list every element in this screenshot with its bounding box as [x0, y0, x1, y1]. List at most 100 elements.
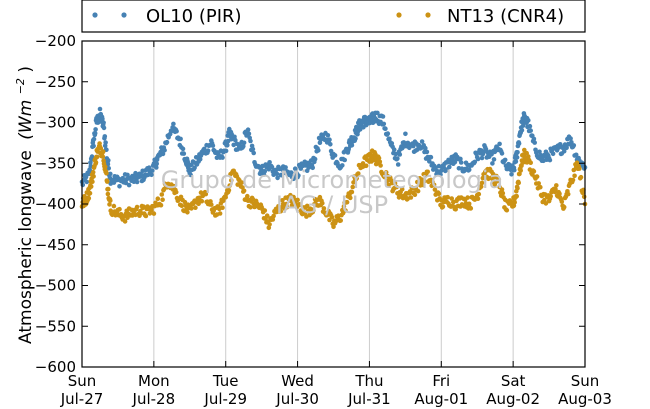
data-point: [376, 155, 382, 161]
x-tick-label-day: Tue: [212, 372, 239, 390]
data-point: [117, 206, 122, 212]
data-point: [87, 190, 93, 196]
data-point: [561, 204, 567, 210]
data-point: [274, 171, 280, 176]
data-point: [514, 155, 520, 160]
data-point: [420, 182, 426, 188]
data-point: [445, 194, 451, 200]
data-point: [181, 151, 187, 156]
data-point: [104, 171, 109, 176]
data-point: [275, 175, 280, 181]
data-point: [452, 159, 458, 165]
data-point: [353, 136, 358, 141]
data-point: [159, 192, 165, 197]
data-point: [504, 207, 510, 213]
data-point: [411, 143, 416, 149]
data-point: [570, 177, 576, 183]
data-point: [478, 184, 484, 189]
data-point: [453, 207, 459, 212]
x-tick-label-date: Jul-28: [132, 390, 176, 408]
data-point: [100, 149, 106, 154]
data-point: [100, 116, 105, 122]
data-point: [143, 213, 149, 219]
data-point: [304, 203, 310, 209]
data-point: [380, 114, 386, 119]
data-point: [248, 205, 253, 210]
x-tick-label-day: Sun: [571, 372, 600, 390]
data-point: [98, 146, 104, 151]
data-point: [310, 165, 316, 171]
data-point: [289, 202, 295, 208]
x-tick-label-day: Sat: [501, 372, 526, 390]
data-point: [512, 167, 517, 173]
data-point: [106, 186, 111, 192]
data-point: [573, 152, 579, 158]
data-point: [328, 148, 334, 154]
data-point: [134, 179, 140, 185]
legend-label-nt13: NT13 (CNR4): [447, 6, 564, 27]
data-point: [180, 146, 186, 152]
data-points: [79, 106, 588, 231]
legend-marker-nt13: [396, 12, 402, 18]
series-ol10: [79, 106, 588, 189]
data-point: [526, 154, 531, 159]
data-point: [378, 163, 383, 168]
data-point: [341, 204, 347, 209]
data-point: [408, 195, 414, 200]
data-point: [192, 165, 197, 170]
data-point: [532, 140, 537, 145]
data-point: [475, 156, 481, 162]
data-point: [395, 156, 400, 161]
data-point: [439, 168, 444, 173]
data-point: [387, 136, 392, 142]
data-point: [102, 134, 108, 139]
data-point: [174, 129, 179, 134]
data-point: [392, 180, 398, 186]
svg-text:Atmospheric longwave (Wm: Atmospheric longwave (Wm −2 ): [9, 66, 36, 344]
data-point: [245, 127, 251, 132]
data-point: [179, 203, 185, 208]
data-point: [105, 191, 111, 197]
data-point: [97, 106, 103, 112]
data-point: [133, 170, 138, 176]
data-point: [554, 183, 559, 188]
data-point: [393, 151, 399, 157]
legend: OL10 (PIR) NT13 (CNR4): [81, 0, 586, 33]
data-point: [158, 202, 164, 208]
data-point: [513, 159, 519, 164]
data-point: [466, 201, 472, 207]
data-point: [342, 157, 348, 163]
data-point: [340, 163, 345, 168]
data-point: [241, 188, 247, 194]
data-point: [248, 138, 253, 144]
data-point: [262, 169, 268, 174]
data-point: [101, 120, 106, 125]
data-point: [553, 186, 558, 192]
data-point: [160, 197, 165, 202]
data-point: [375, 110, 380, 116]
data-point: [468, 206, 474, 211]
data-point: [106, 158, 111, 163]
data-point: [250, 146, 256, 152]
data-point: [425, 169, 431, 175]
legend-marker-ol10: [121, 12, 127, 18]
data-point: [283, 165, 288, 170]
data-point: [572, 173, 577, 179]
data-point: [423, 145, 428, 151]
data-point: [267, 222, 272, 227]
data-point: [500, 190, 506, 196]
data-point: [94, 154, 100, 160]
data-point: [348, 195, 353, 201]
data-point: [269, 164, 275, 170]
x-tick-label-day: Sun: [68, 372, 97, 390]
data-point: [515, 150, 520, 155]
data-point: [397, 152, 403, 157]
watermark: Grupo de Micrometeorologia IAG / USP: [161, 166, 503, 219]
data-point: [321, 206, 327, 211]
data-point: [559, 199, 565, 204]
data-point: [403, 131, 408, 137]
data-point: [432, 187, 438, 192]
data-point: [88, 184, 94, 189]
data-point: [389, 180, 395, 186]
